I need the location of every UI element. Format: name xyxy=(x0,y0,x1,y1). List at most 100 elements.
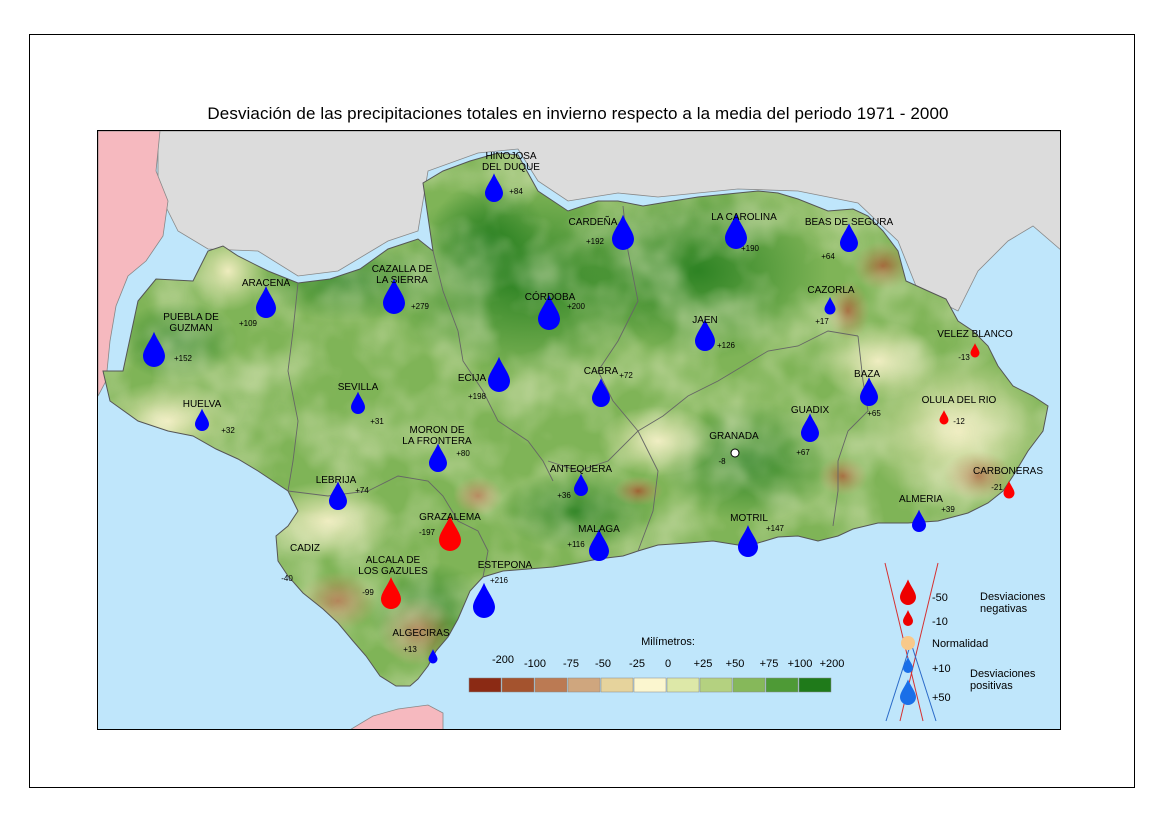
scale-swatch xyxy=(567,677,601,693)
legend-drop-marker xyxy=(903,657,913,673)
scale-swatch xyxy=(666,677,700,693)
station-9: JAEN +126 xyxy=(692,315,736,351)
station-value: +65 xyxy=(867,409,881,418)
positive-drop-marker xyxy=(801,413,819,442)
positive-drop-marker xyxy=(538,294,560,330)
negative-drop-marker xyxy=(939,410,949,425)
positive-drop-marker xyxy=(589,529,609,561)
scale-unit-label: Milímetros: xyxy=(641,636,695,648)
station-4: ARACENA +109 xyxy=(239,278,291,328)
positive-drop-marker xyxy=(473,582,495,618)
station-name: OLULA DEL RIO xyxy=(922,395,997,406)
station-3: BEAS DE SEGURA +64 xyxy=(805,217,894,261)
scale-tick-label: -200 xyxy=(492,654,514,666)
legend-label: -10 xyxy=(932,616,948,628)
station-value: +84 xyxy=(509,187,523,196)
legend-drop-marker xyxy=(900,579,916,605)
station-27: MOTRIL+147 xyxy=(730,513,785,557)
positive-drop-marker xyxy=(574,473,588,496)
scale-tick-label: -75 xyxy=(563,658,579,670)
station-name: ALCALA DE LOS GAZULES xyxy=(358,555,428,577)
positive-drop-marker xyxy=(824,296,836,315)
station-value: -13 xyxy=(958,353,970,362)
station-20: LEBRIJA+74 xyxy=(316,475,369,510)
station-5: CAZALLA DE LA SIERRA +279 xyxy=(372,264,433,314)
positive-drop-marker xyxy=(695,319,715,351)
station-value: +74 xyxy=(355,486,369,495)
station-name: HINOJOSA DEL DUQUE xyxy=(482,151,540,173)
province-borders xyxy=(287,205,869,578)
station-value: +80 xyxy=(456,449,470,458)
scale-swatch xyxy=(468,677,502,693)
station-11: ECIJA +198 xyxy=(458,356,510,401)
station-name: VELEZ BLANCO xyxy=(937,329,1013,340)
station-0: HINOJOSA DEL DUQUE +84 xyxy=(482,151,540,202)
positive-drop-marker xyxy=(725,213,747,249)
legend-label: -50 xyxy=(932,592,948,604)
scale-tick-label: -25 xyxy=(629,658,645,670)
legend-negative-text: Desviaciones negativas xyxy=(980,591,1046,615)
station-value: -99 xyxy=(362,588,374,597)
station-name: ESTEPONA xyxy=(478,560,533,571)
legend-drop-marker xyxy=(900,679,916,705)
legend-drop-marker xyxy=(903,610,913,626)
station-name: CAZORLA xyxy=(807,285,855,296)
scale-tick-label: 0 xyxy=(665,658,671,670)
station-29: ESTEPONA +216 xyxy=(473,560,533,618)
station-14: BAZA +65 xyxy=(854,369,881,418)
scale-tick-label: -100 xyxy=(524,658,546,670)
station-name: LA CAROLINA xyxy=(711,212,777,223)
station-name: MALAGA xyxy=(578,524,620,535)
station-name: GRANADA xyxy=(709,431,759,442)
station-name: LEBRIJA xyxy=(316,475,357,486)
scale-tick-label: +75 xyxy=(760,658,779,670)
normal-circle-marker xyxy=(730,448,740,458)
station-name: JAEN xyxy=(692,315,718,326)
scale-swatch xyxy=(765,677,799,693)
scale-tick-label: +25 xyxy=(694,658,713,670)
negative-drop-marker xyxy=(381,577,401,609)
station-30: ALGECIRAS +13 xyxy=(392,628,450,664)
station-8: PUEBLA DE GUZMAN +152 xyxy=(143,312,219,367)
station-value: +200 xyxy=(567,302,586,311)
positive-drop-marker xyxy=(592,378,610,407)
station-value: -8 xyxy=(718,457,726,466)
scale-swatch xyxy=(699,677,733,693)
map-frame xyxy=(29,34,1135,788)
station-24: ALMERIA+39 xyxy=(899,494,955,532)
station-value: -197 xyxy=(419,528,436,537)
station-value: +279 xyxy=(411,302,430,311)
positive-drop-marker xyxy=(428,649,438,664)
station-19: GRANADA -8 xyxy=(709,431,759,466)
scale-tick-label: +200 xyxy=(820,658,845,670)
station-18: MORON DE LA FRONTERA +80 xyxy=(402,425,472,472)
station-value: +32 xyxy=(221,426,235,435)
station-value: +64 xyxy=(821,252,835,261)
scale-tick-label: +100 xyxy=(788,658,813,670)
station-name: ARACENA xyxy=(242,278,291,289)
color-scale: Milímetros: -200 -100 -75 -50 -25 0 +25 +50 +75 +… xyxy=(468,636,845,693)
station-value: +72 xyxy=(619,371,633,380)
positive-drop-marker xyxy=(612,214,634,250)
deviation-legend: -50 -10 Normalidad +10 +50 Desviaciones negati… xyxy=(884,562,1046,722)
positive-drop-marker xyxy=(429,443,447,472)
station-value: +198 xyxy=(468,392,487,401)
scale-swatch xyxy=(600,677,634,693)
station-name: MOTRIL xyxy=(730,513,768,524)
station-name: ANTEQUERA xyxy=(550,464,613,475)
station-value: +192 xyxy=(586,237,605,246)
map-title: Desviación de las precipitaciones totale… xyxy=(207,104,949,123)
scale-swatch xyxy=(732,677,766,693)
station-value: -21 xyxy=(991,483,1003,492)
positive-drop-marker xyxy=(488,356,510,392)
station-10: VELEZ BLANCO -13 xyxy=(937,329,1013,362)
station-value: +116 xyxy=(567,540,585,549)
station-value: +13 xyxy=(403,645,417,654)
positive-drop-marker xyxy=(143,331,165,367)
station-value: +152 xyxy=(174,354,193,363)
station-15: HUELVA +32 xyxy=(183,399,236,435)
station-value: -12 xyxy=(953,417,965,426)
station-value: +39 xyxy=(941,505,955,514)
station-name: ECIJA xyxy=(458,373,487,384)
positive-drop-marker xyxy=(860,377,878,406)
